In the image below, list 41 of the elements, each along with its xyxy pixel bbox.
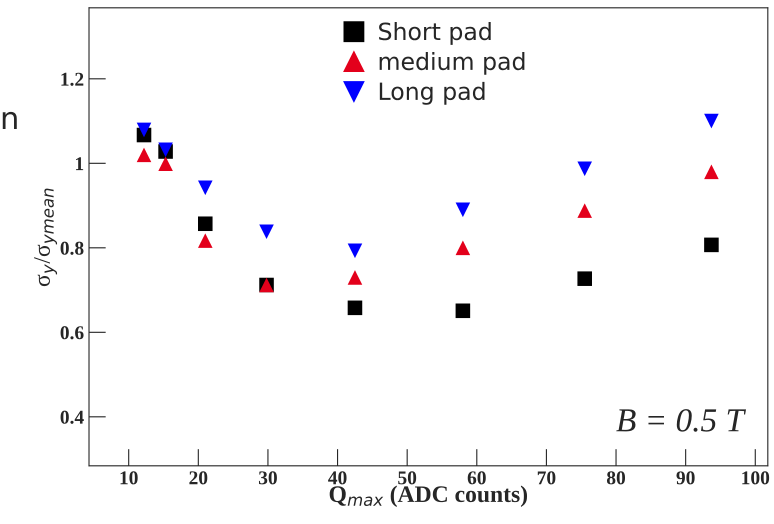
annotation: B = 0.5 T xyxy=(616,409,746,432)
x-tick-label: 100 xyxy=(742,471,770,484)
point xyxy=(348,244,362,258)
point xyxy=(259,224,274,240)
point xyxy=(577,203,592,218)
x-tick-label: 70 xyxy=(538,471,556,484)
x-tick-label: 90 xyxy=(676,471,695,484)
legend-label: Short pad xyxy=(379,22,491,45)
point xyxy=(348,270,362,285)
point xyxy=(456,202,470,218)
y-axis-title: σ$_{y}$/σ$_{ymean}$ xyxy=(34,188,58,286)
point xyxy=(198,180,213,196)
point xyxy=(456,304,470,318)
x-axis-title: Q$_{max}$ (ADC counts) xyxy=(330,486,528,507)
point xyxy=(704,238,719,252)
point xyxy=(704,114,719,128)
x-tick-label: 50 xyxy=(398,471,416,484)
x-tick-label: 60 xyxy=(468,471,486,484)
y-tick-label: 1 xyxy=(76,157,84,170)
point xyxy=(577,271,592,286)
y-tick-label: 0.8 xyxy=(60,242,84,255)
x-tick-label: 80 xyxy=(606,471,626,484)
legend-label: Long pad xyxy=(380,82,484,105)
x-tick-label: 20 xyxy=(189,471,208,484)
x-tick-label: 40 xyxy=(328,471,347,484)
point xyxy=(198,216,213,232)
point xyxy=(348,300,362,316)
point xyxy=(136,148,152,162)
y-tick-label: 0.4 xyxy=(60,410,84,424)
point xyxy=(198,233,213,248)
point xyxy=(158,156,173,172)
y-tick-label: 0.6 xyxy=(60,326,84,340)
point xyxy=(704,164,719,180)
y-tick-label: 1.2 xyxy=(61,72,84,86)
text: n xyxy=(2,112,17,129)
x-tick-label: 10 xyxy=(120,471,138,484)
legend-label: medium pad xyxy=(380,52,524,75)
point xyxy=(577,162,592,176)
point xyxy=(136,122,152,138)
point xyxy=(456,240,470,256)
x-tick-label: 30 xyxy=(258,471,277,484)
